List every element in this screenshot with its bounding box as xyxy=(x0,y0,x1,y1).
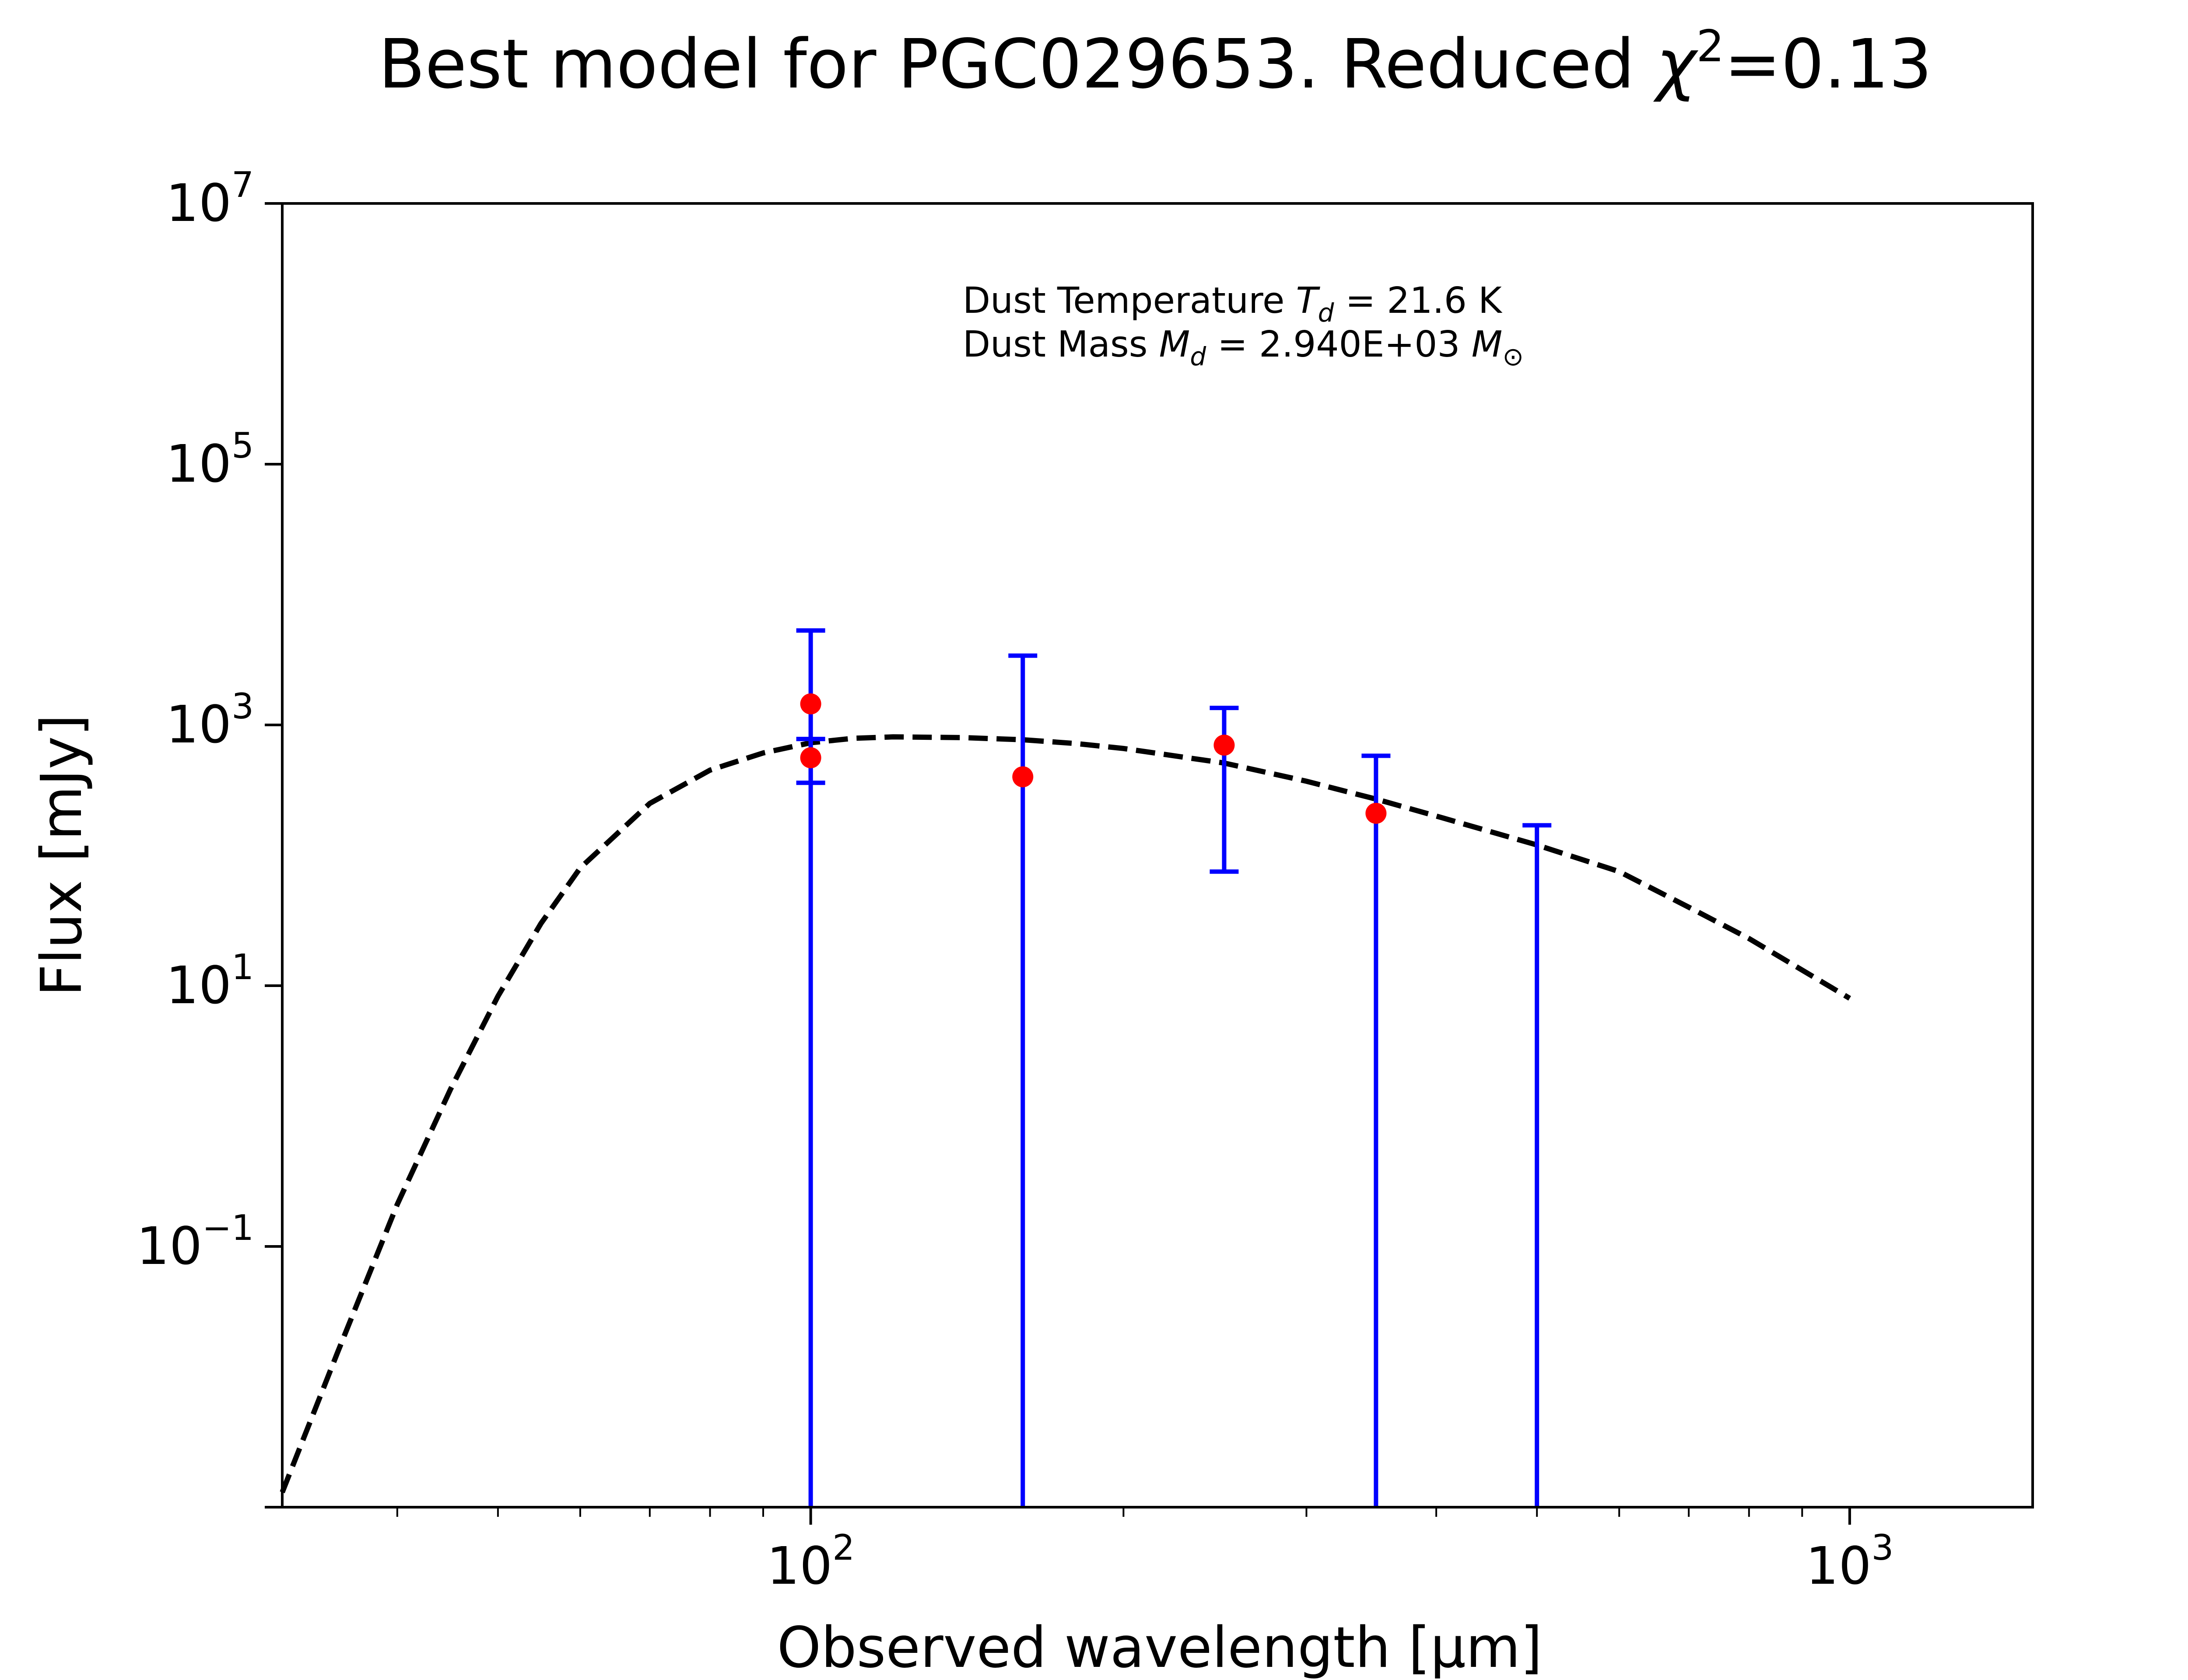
data-marker xyxy=(800,693,821,714)
y-tick-base: 10 xyxy=(166,434,231,494)
annotation-temperature-symbol: T xyxy=(1296,280,1321,322)
annotation-mass: Dust Mass Md = 2.940E+03 M⊙ xyxy=(963,324,1524,371)
x-tick-exponent: 2 xyxy=(832,1527,855,1568)
annotation-temperature-sub: d xyxy=(1318,298,1335,328)
annotation-temperature: Dust Temperature Td = 21.6 K xyxy=(963,280,1503,328)
chart-title-symbol: χ xyxy=(1653,24,1699,104)
data-marker xyxy=(1365,802,1387,824)
annotation-temperature-value: = 21.6 K xyxy=(1334,280,1502,322)
data-point-4 xyxy=(1210,706,1239,874)
annotation-mass-prefix: Dust Mass xyxy=(963,324,1159,365)
chart-title-suffix: =0.13 xyxy=(1724,24,1932,104)
x-tick-exponent: 3 xyxy=(1872,1527,1894,1568)
chart-title-prefix: Best model for PGC029653. Reduced xyxy=(379,24,1656,104)
data-marker xyxy=(1213,735,1235,756)
y-tick-base: 10 xyxy=(137,1216,202,1276)
y-axis-label: Flux [mJy] xyxy=(29,714,95,997)
data-marker xyxy=(1012,766,1034,788)
x-tick-label: 103 xyxy=(1806,1527,1893,1596)
y-tick-exponent: −1 xyxy=(202,1208,254,1248)
plot-area xyxy=(280,628,1851,1507)
annotation-temperature-prefix: Dust Temperature xyxy=(963,280,1296,322)
annotation-mass-sub: d xyxy=(1190,342,1206,371)
y-tick-label: 105 xyxy=(166,425,254,494)
annotation-mass-unit: M xyxy=(1472,324,1503,365)
data-point-5 xyxy=(1361,753,1391,1507)
y-tick-exponent: 7 xyxy=(231,164,254,205)
data-point-3 xyxy=(1008,653,1038,1507)
y-tick-label: 10−1 xyxy=(137,1208,254,1276)
plot-frame xyxy=(281,202,2034,1508)
y-tick-label: 101 xyxy=(166,947,254,1015)
annotation-mass-value: = 2.940E+03 xyxy=(1206,324,1472,365)
x-axis: 102 103 xyxy=(396,1507,1893,1596)
y-tick-exponent: 1 xyxy=(231,947,254,987)
y-tick-exponent: 5 xyxy=(231,425,254,466)
x-axis-label: Observed wavelength [μm] xyxy=(777,1615,1543,1680)
chart-title-exponent: 2 xyxy=(1696,21,1724,72)
x-tick-base: 10 xyxy=(767,1536,832,1596)
model-curve xyxy=(280,734,1851,1494)
data-point-6 xyxy=(1522,823,1552,1507)
y-tick-base: 10 xyxy=(166,173,231,233)
chart-title: Best model for PGC029653. Reduced χ2=0.1… xyxy=(379,21,1932,104)
data-marker xyxy=(800,747,821,769)
y-tick-label: 107 xyxy=(166,164,254,233)
y-tick-base: 10 xyxy=(166,694,231,755)
fit-annotation: Dust Temperature Td = 21.6 K Dust Mass M… xyxy=(963,280,1524,371)
data-point-2 xyxy=(796,737,825,785)
y-tick-label: 103 xyxy=(166,686,254,755)
x-tick-label: 102 xyxy=(767,1527,855,1596)
y-tick-base: 10 xyxy=(166,955,231,1015)
y-tick-exponent: 3 xyxy=(231,686,254,727)
x-tick-base: 10 xyxy=(1806,1536,1871,1596)
annotation-mass-unit-sub: ⊙ xyxy=(1502,342,1524,371)
annotation-mass-symbol: M xyxy=(1159,324,1190,365)
